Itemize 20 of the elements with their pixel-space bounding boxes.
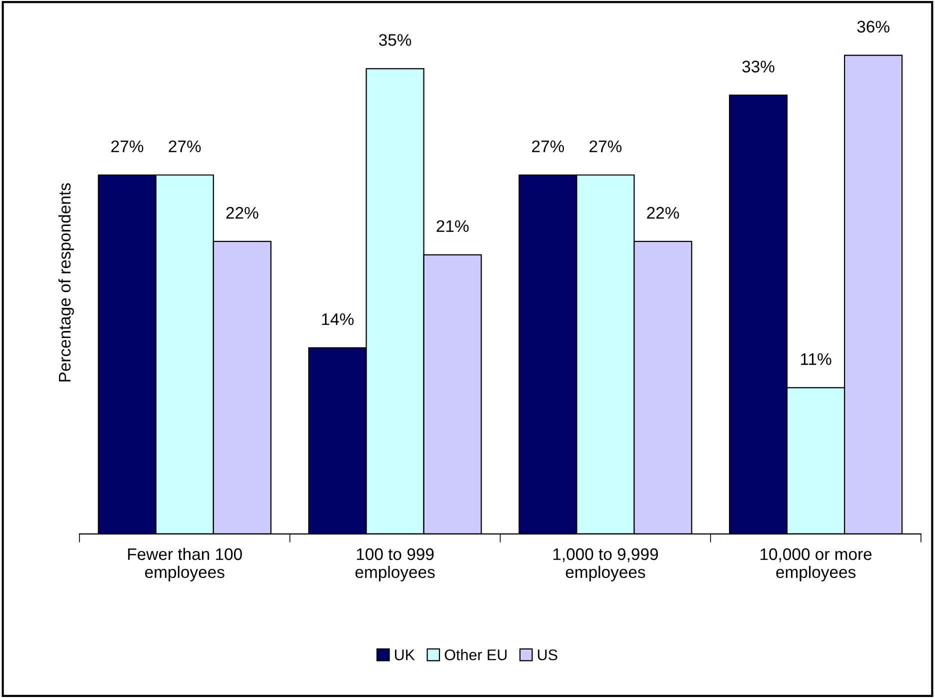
data-label: 22% xyxy=(647,206,679,219)
data-label: 27% xyxy=(168,140,201,152)
x-tick-label: Fewer than 100 employees xyxy=(128,548,242,582)
data-label: 21% xyxy=(436,220,469,232)
x-tick-label: 1,000 to 9,999 employees xyxy=(553,548,658,582)
data-label: 11% xyxy=(800,353,832,365)
data-label: 27% xyxy=(111,140,144,152)
data-label: 27% xyxy=(590,140,622,152)
data-label: 36% xyxy=(857,20,890,33)
y-axis-title: Percentage of respondents xyxy=(58,183,74,382)
data-label: 35% xyxy=(378,34,412,46)
data-label: 14% xyxy=(322,313,354,326)
data-label: 27% xyxy=(532,140,564,152)
legend-label: Other EU xyxy=(444,649,507,660)
legend-label: UK xyxy=(394,650,415,660)
x-tick-label: 100 to 999 employees xyxy=(355,548,435,582)
x-tick-label: 10,000 or more employees xyxy=(760,548,872,582)
data-label: 33% xyxy=(742,60,774,72)
data-label: 22% xyxy=(226,206,258,219)
legend-label: US xyxy=(538,649,558,660)
